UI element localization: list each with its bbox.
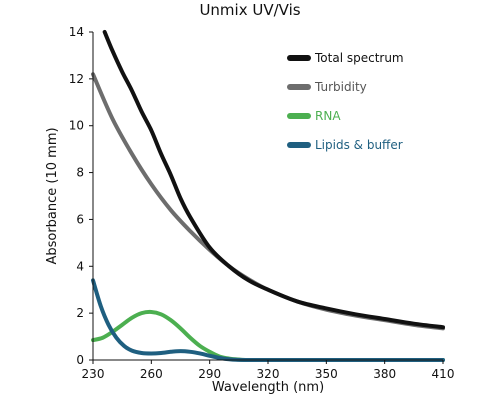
x-tick-label: 350 [315, 367, 338, 381]
legend-label-lipids-buffer: Lipids & buffer [315, 138, 403, 152]
y-ticks: 0 2 4 6 8 10 12 14 [69, 25, 93, 367]
x-tick-label: 290 [198, 367, 221, 381]
legend-label-rna: RNA [315, 109, 341, 123]
series-line-total-spectrum [102, 30, 445, 330]
y-axis-label: Absorbance (10 mm) [45, 127, 60, 264]
x-tick-label: 380 [373, 367, 396, 381]
legend-label-total-spectrum: Total spectrum [314, 51, 404, 65]
y-tick-label: 4 [76, 259, 84, 273]
y-tick-label: 14 [69, 25, 84, 39]
chart-title: Unmix UV/Vis [199, 1, 301, 19]
y-tick-label: 0 [76, 353, 84, 367]
x-tick-label: 230 [82, 367, 105, 381]
x-tick-label: 320 [257, 367, 280, 381]
x-tick-label: 410 [432, 367, 455, 381]
legend-label-turbidity: Turbidity [314, 80, 367, 94]
y-tick-label: 10 [69, 119, 84, 133]
x-tick-label: 260 [140, 367, 163, 381]
legend: Total spectrum Turbidity RNA Lipids & buffe… [287, 51, 404, 152]
x-ticks: 230 260 290 320 350 380 410 [82, 360, 455, 381]
x-axis-label: Wavelength (nm) [212, 380, 324, 395]
y-tick-label: 12 [69, 72, 84, 86]
series-layer [91, 30, 445, 363]
y-tick-label: 2 [76, 306, 84, 320]
y-tick-label: 6 [76, 212, 84, 226]
y-tick-label: 8 [76, 166, 84, 180]
